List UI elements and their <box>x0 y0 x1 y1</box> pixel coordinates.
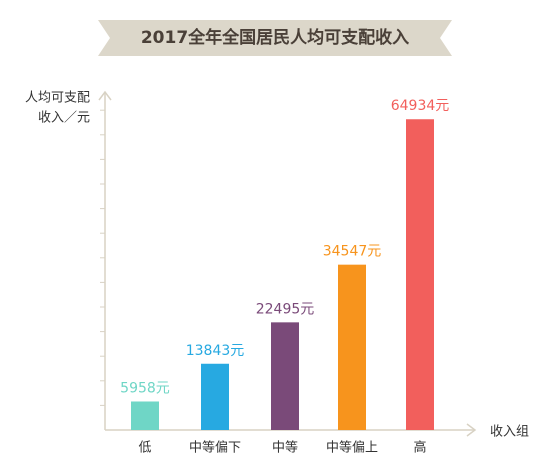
bar <box>131 401 159 430</box>
bar <box>406 119 434 430</box>
value-label: 5958元 <box>120 380 170 396</box>
x-tick-label: 高 <box>413 440 426 456</box>
x-axis-arrow <box>466 423 477 437</box>
x-tick-label: 低 <box>138 441 151 456</box>
x-tick-label: 中等偏下 <box>189 440 241 456</box>
value-label: 13843元 <box>186 343 245 359</box>
value-label: 64934元 <box>391 98 450 114</box>
x-tick-label: 中等偏上 <box>326 440 378 456</box>
x-tick-label: 中等 <box>272 440 298 456</box>
y-axis-label: 收入／元 <box>38 111 90 126</box>
bar <box>271 322 299 430</box>
axis-decoration <box>100 109 105 406</box>
title-banner <box>98 20 452 56</box>
bar <box>201 363 229 430</box>
y-axis-label: 人均可支配 <box>25 91 90 106</box>
x-axis-label: 收入组 <box>490 425 529 440</box>
chart-title: 2017全年全国居民人均可支配收入 <box>141 27 409 48</box>
value-label: 34547元 <box>323 244 382 260</box>
y-axis-arrow <box>98 90 112 101</box>
bar <box>338 264 366 430</box>
value-label: 22495元 <box>256 301 315 317</box>
